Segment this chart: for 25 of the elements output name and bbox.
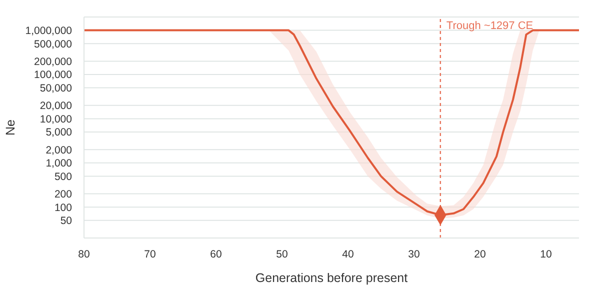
y-tick-label: 500,000 (34, 38, 72, 50)
y-tick-label: 50,000 (40, 82, 72, 95)
x-tick-label: 70 (144, 248, 156, 260)
x-axis-title: Generations before present (255, 271, 408, 285)
y-tick-label: 200,000 (34, 56, 72, 68)
y-tick-label: 2,000 (46, 144, 72, 156)
x-tick-label: 40 (342, 248, 354, 260)
x-tick-label: 60 (210, 248, 222, 260)
x-tick-label: 30 (408, 248, 420, 260)
y-tick-label: 50 (60, 215, 72, 228)
y-tick-label: 100,000 (34, 69, 72, 82)
y-tick-label: 1,000 (46, 158, 72, 170)
y-tick-label: 200 (54, 188, 72, 201)
y-tick-label: 20,000 (40, 100, 72, 112)
x-tick-label: 50 (276, 248, 288, 260)
x-tick-label: 80 (78, 248, 90, 260)
y-axis-title: Ne (3, 119, 18, 136)
x-tick-label: 20 (474, 248, 486, 260)
y-tick-label: 500 (54, 170, 72, 183)
x-tick-label: 10 (540, 248, 552, 260)
y-tick-label: 5,000 (46, 126, 72, 139)
y-tick-label: 100 (54, 202, 72, 214)
y-tick-label: 1,000,000 (25, 25, 72, 38)
ref-line-label: Trough ~1297 CE (446, 20, 534, 32)
y-tick-label: 10,000 (40, 113, 72, 126)
